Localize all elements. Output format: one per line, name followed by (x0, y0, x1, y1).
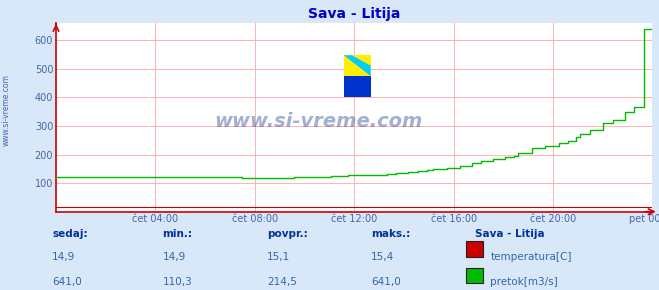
Text: min.:: min.: (163, 229, 192, 239)
Text: 641,0: 641,0 (371, 278, 401, 287)
Text: 14,9: 14,9 (52, 252, 76, 262)
Text: 15,1: 15,1 (267, 252, 290, 262)
Title: Sava - Litija: Sava - Litija (308, 7, 401, 21)
Text: pretok[m3/s]: pretok[m3/s] (490, 278, 558, 287)
Bar (466, 241, 483, 257)
Bar (466, 268, 483, 283)
Text: sedaj:: sedaj: (52, 229, 88, 239)
Polygon shape (344, 76, 370, 97)
Text: 15,4: 15,4 (371, 252, 394, 262)
Text: 110,3: 110,3 (163, 278, 192, 287)
Text: www.si-vreme.com: www.si-vreme.com (214, 112, 422, 131)
Polygon shape (344, 55, 370, 76)
Text: 641,0: 641,0 (52, 278, 82, 287)
Text: 214,5: 214,5 (267, 278, 297, 287)
Text: povpr.:: povpr.: (267, 229, 308, 239)
Text: Sava - Litija: Sava - Litija (475, 229, 545, 239)
Text: www.si-vreme.com: www.si-vreme.com (2, 74, 11, 146)
Polygon shape (344, 55, 370, 76)
Text: maks.:: maks.: (371, 229, 410, 239)
Text: temperatura[C]: temperatura[C] (490, 252, 572, 262)
Text: 14,9: 14,9 (163, 252, 186, 262)
